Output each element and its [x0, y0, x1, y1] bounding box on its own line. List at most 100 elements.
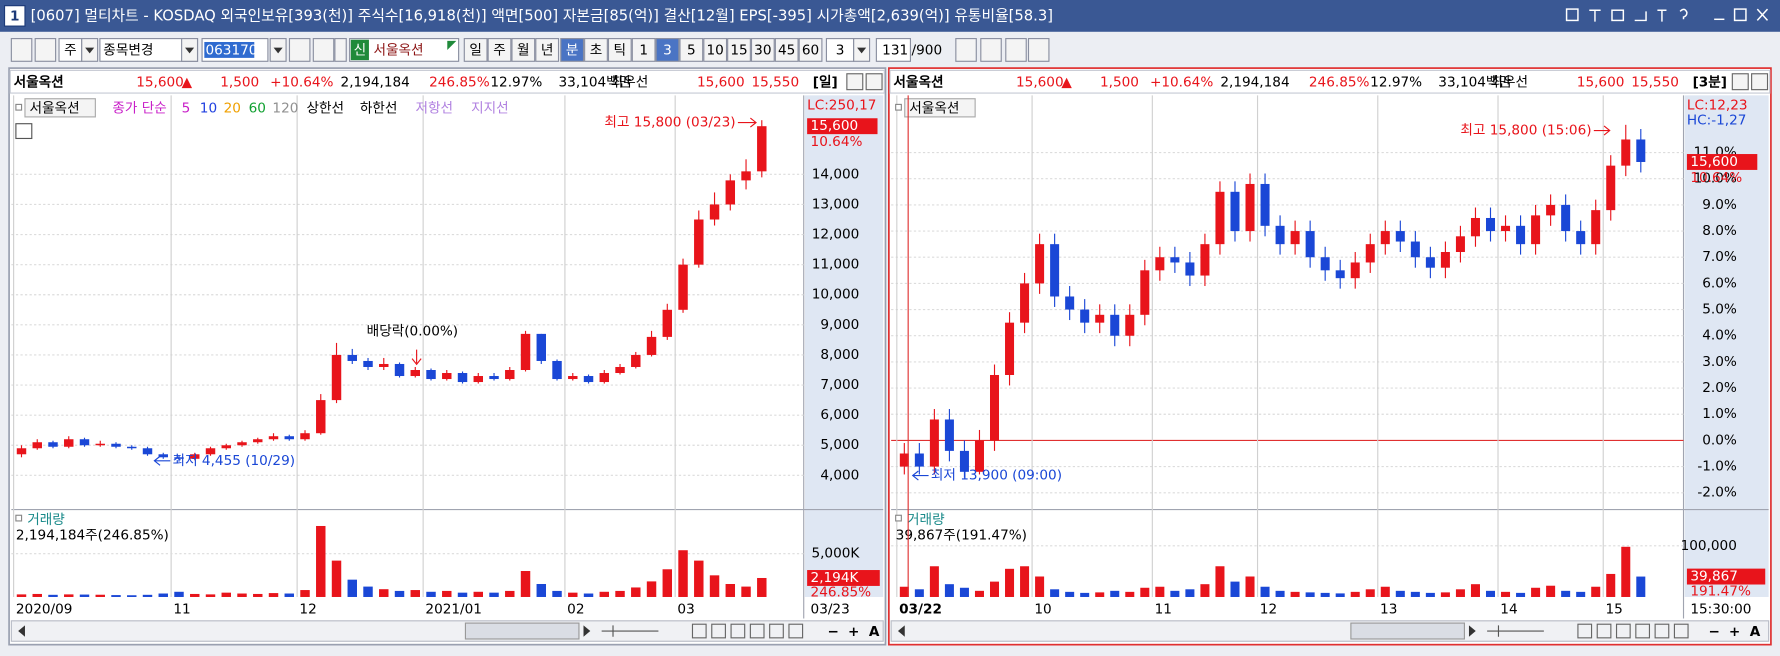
scroll-thumb[interactable] [464, 622, 580, 640]
dropdown-arrow[interactable] [857, 47, 867, 54]
scroll-tool-icon[interactable] [1673, 623, 1689, 639]
scroll-tool-icon[interactable] [1654, 623, 1670, 639]
scroll-left[interactable] [897, 625, 905, 637]
stock-name-box[interactable] [349, 38, 460, 62]
interval-button[interactable] [798, 38, 823, 62]
scroll-tool[interactable]: A [869, 624, 880, 640]
candle-body [615, 366, 625, 374]
scroll-tool-icon[interactable] [1596, 623, 1612, 639]
control-icon[interactable] [1589, 9, 1601, 22]
volume-bar [221, 592, 231, 597]
interval-button[interactable] [655, 38, 680, 62]
toolbar-items: 주 종목변경 063170 신 서울옥션 일 주 월 년 분 초 틱 1 3 5 10 15 30 45 60 3 131… [10, 38, 1050, 62]
legend-item[interactable]: 60 [249, 100, 266, 116]
zoom-slider[interactable] [601, 625, 659, 637]
period-button[interactable] [607, 38, 632, 62]
close[interactable] [1756, 8, 1769, 21]
scroll-tool[interactable]: + [1729, 624, 1740, 640]
dropdown-arrow[interactable] [273, 47, 283, 54]
tool-icon[interactable] [1027, 38, 1050, 62]
scrollbar[interactable] [890, 620, 1770, 642]
icon-button[interactable] [10, 38, 33, 62]
scroll-tool[interactable]: − [1708, 624, 1719, 640]
scroll-tool-icon[interactable] [730, 623, 746, 639]
legend-item[interactable]: 저항선 [415, 100, 453, 116]
dropdown-arrow[interactable] [185, 47, 195, 54]
range-input[interactable] [875, 38, 912, 62]
control-icon[interactable] [1679, 8, 1688, 20]
legend-item[interactable]: 상한선 [307, 100, 345, 116]
legend-item[interactable]: 5 [182, 100, 191, 116]
panel-button[interactable] [1751, 73, 1769, 91]
period-button[interactable] [560, 38, 585, 62]
plot-area [11, 95, 804, 597]
scroll-left[interactable] [18, 625, 25, 637]
icon-button[interactable] [34, 38, 57, 62]
control-icon[interactable] [1611, 9, 1625, 22]
scroll-tool[interactable]: + [848, 624, 859, 640]
period-button[interactable] [535, 38, 560, 62]
period-button[interactable] [487, 38, 512, 62]
icon-button[interactable] [334, 38, 347, 62]
maximize[interactable] [1733, 8, 1747, 22]
scrollbar[interactable] [10, 620, 884, 642]
scroll-tool-icon[interactable] [788, 623, 804, 639]
icon-button[interactable] [312, 38, 335, 62]
scroll-tool-icon[interactable] [711, 623, 726, 639]
axis-info: HC:-1,27 [1687, 112, 1747, 128]
zoom-slider[interactable] [1487, 625, 1544, 637]
scroll-thumb[interactable] [1350, 622, 1465, 640]
scroll-tool-icon[interactable] [749, 623, 765, 639]
legend-item[interactable]: 서울옥션 [30, 100, 80, 116]
scroll-tool[interactable]: A [1750, 624, 1761, 640]
panel-button[interactable] [1731, 73, 1749, 91]
scroll-tool-icon[interactable] [1635, 623, 1651, 639]
panel-header [9, 69, 885, 94]
y-tick-label: 4,000 [820, 467, 859, 483]
interval-button[interactable] [774, 38, 799, 62]
control-icon[interactable] [1565, 8, 1579, 22]
interval-button[interactable] [679, 38, 704, 62]
control-icon[interactable] [1634, 11, 1647, 22]
legend-name-box[interactable] [24, 98, 96, 118]
volume-bar [1230, 581, 1240, 597]
panel-button[interactable] [846, 73, 864, 91]
volume-bar [489, 592, 499, 597]
tool-icon[interactable] [980, 38, 1002, 62]
interval-button[interactable] [750, 38, 775, 62]
scroll-tool-icon[interactable] [769, 623, 784, 639]
candle-body [974, 440, 984, 472]
legend-item[interactable]: 20 [224, 100, 241, 116]
legend-name-box[interactable] [904, 98, 976, 118]
volume-bar [914, 589, 924, 597]
scroll-tool-icon[interactable] [691, 623, 707, 639]
calendar-icon[interactable] [15, 123, 33, 140]
tool-icon[interactable] [955, 38, 977, 62]
scroll-right[interactable] [583, 625, 591, 637]
legend-item[interactable]: 10 [200, 100, 217, 116]
tool-icon[interactable] [1005, 38, 1027, 62]
legend-item[interactable]: 지지선 [471, 100, 509, 116]
period-button[interactable] [463, 38, 488, 62]
scroll-tool[interactable]: − [828, 624, 839, 640]
legend-item[interactable]: 120 [272, 100, 298, 116]
header-change: 1,500 [1100, 74, 1139, 90]
search-button[interactable] [288, 38, 311, 62]
control-icon[interactable] [1657, 9, 1667, 22]
panel-button[interactable] [865, 73, 883, 91]
scroll-tool-icon[interactable] [1577, 623, 1593, 639]
interval-button[interactable] [727, 38, 751, 62]
candle-body [1065, 296, 1075, 310]
scroll-right[interactable] [1468, 625, 1476, 637]
scroll-tool-icon[interactable] [1615, 623, 1631, 639]
legend-item[interactable]: 서울옥션 [909, 100, 959, 116]
legend-item[interactable]: 하한선 [360, 100, 398, 116]
y-tick-label: 9,000 [820, 317, 859, 333]
interval-button[interactable] [631, 38, 656, 62]
dropdown-arrow[interactable] [85, 47, 95, 54]
period-button[interactable] [511, 38, 536, 62]
legend-item[interactable]: 종가 단순 [112, 100, 166, 116]
interval-button[interactable] [703, 38, 728, 62]
period-button[interactable] [584, 38, 608, 62]
candle-body [1290, 231, 1300, 245]
